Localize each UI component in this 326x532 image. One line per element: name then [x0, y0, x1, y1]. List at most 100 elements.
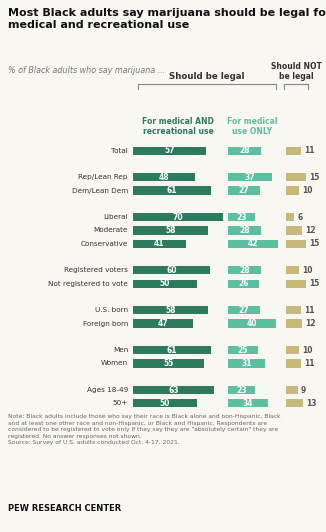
Bar — [228, 173, 272, 181]
Bar — [228, 359, 265, 368]
Bar — [286, 359, 301, 368]
Text: 48: 48 — [158, 173, 169, 182]
Text: Should be legal: Should be legal — [169, 72, 245, 81]
Text: 11: 11 — [304, 306, 314, 315]
Bar — [228, 399, 269, 408]
Text: 11: 11 — [304, 359, 314, 368]
Text: 28: 28 — [239, 226, 250, 235]
Text: 37: 37 — [245, 173, 255, 182]
Bar — [228, 239, 278, 248]
Text: 10: 10 — [302, 186, 313, 195]
Text: Foreign born: Foreign born — [82, 321, 128, 327]
Text: Conservative: Conservative — [81, 241, 128, 247]
Text: Total: Total — [111, 148, 128, 154]
Text: 11: 11 — [304, 146, 314, 155]
Text: 60: 60 — [166, 266, 177, 275]
Text: Rep/Lean Rep: Rep/Lean Rep — [79, 174, 128, 180]
Bar — [286, 239, 306, 248]
Bar — [286, 146, 301, 155]
Text: 50+: 50+ — [112, 401, 128, 406]
Bar — [133, 239, 186, 248]
Bar — [133, 319, 193, 328]
Text: 58: 58 — [165, 226, 175, 235]
Text: Moderate: Moderate — [94, 228, 128, 234]
Bar — [133, 306, 208, 314]
Text: 40: 40 — [246, 319, 257, 328]
Text: Should NOT
be legal: Should NOT be legal — [271, 62, 321, 81]
Text: Note: Black adults include those who say their race is Black alone and non-Hispa: Note: Black adults include those who say… — [8, 414, 281, 445]
Text: 50: 50 — [160, 279, 170, 288]
Text: 15: 15 — [309, 239, 319, 248]
Bar — [133, 279, 197, 288]
Text: 58: 58 — [165, 306, 175, 315]
Bar — [228, 346, 258, 354]
Text: 57: 57 — [164, 146, 175, 155]
Text: U.S. born: U.S. born — [95, 307, 128, 313]
Text: 61: 61 — [167, 186, 177, 195]
Text: 61: 61 — [167, 346, 177, 355]
Bar — [228, 266, 261, 275]
Bar — [133, 359, 204, 368]
Bar — [286, 186, 299, 195]
Text: 47: 47 — [158, 319, 169, 328]
Text: 27: 27 — [239, 306, 249, 315]
Text: Liberal: Liberal — [103, 214, 128, 220]
Bar — [286, 306, 301, 314]
Bar — [286, 173, 306, 181]
Text: 13: 13 — [306, 399, 317, 408]
Text: 9: 9 — [301, 386, 306, 395]
Text: 70: 70 — [173, 213, 183, 222]
Text: For medical AND
recreational use: For medical AND recreational use — [142, 117, 214, 136]
Bar — [286, 279, 306, 288]
Bar — [133, 386, 214, 394]
Bar — [228, 319, 275, 328]
Text: 41: 41 — [154, 239, 165, 248]
Bar — [133, 146, 206, 155]
Text: 34: 34 — [243, 399, 254, 408]
Bar — [133, 186, 212, 195]
Text: 28: 28 — [239, 266, 250, 275]
Text: Registered voters: Registered voters — [64, 268, 128, 273]
Text: 31: 31 — [241, 359, 252, 368]
Bar — [228, 386, 255, 394]
Text: 15: 15 — [309, 279, 319, 288]
Text: Dem/Lean Dem: Dem/Lean Dem — [72, 188, 128, 194]
Text: 50: 50 — [160, 399, 170, 408]
Text: 23: 23 — [236, 386, 247, 395]
Text: 6: 6 — [297, 213, 302, 222]
Bar — [286, 319, 302, 328]
Bar — [228, 306, 260, 314]
Text: 28: 28 — [239, 146, 250, 155]
Text: 10: 10 — [302, 266, 313, 275]
Text: 27: 27 — [239, 186, 249, 195]
Bar — [286, 213, 294, 221]
Bar — [133, 173, 195, 181]
Text: % of Black adults who say marijuana ...: % of Black adults who say marijuana ... — [8, 66, 165, 75]
Bar — [286, 386, 298, 394]
Text: 12: 12 — [305, 226, 316, 235]
Bar — [228, 226, 261, 235]
Text: 26: 26 — [238, 279, 249, 288]
Text: 63: 63 — [168, 386, 179, 395]
Bar — [133, 399, 197, 408]
Bar — [228, 279, 259, 288]
Text: For medical
use ONLY: For medical use ONLY — [227, 117, 277, 136]
Text: 12: 12 — [305, 319, 316, 328]
Bar — [286, 399, 303, 408]
Bar — [133, 213, 223, 221]
Text: 42: 42 — [248, 239, 258, 248]
Bar — [286, 226, 302, 235]
Text: Women: Women — [101, 361, 128, 367]
Text: 23: 23 — [236, 213, 247, 222]
Bar — [133, 226, 208, 235]
Bar — [228, 186, 260, 195]
Text: 55: 55 — [163, 359, 173, 368]
Text: PEW RESEARCH CENTER: PEW RESEARCH CENTER — [8, 504, 121, 513]
Bar — [133, 266, 210, 275]
Text: 25: 25 — [238, 346, 248, 355]
Bar — [228, 213, 255, 221]
Text: Not registered to vote: Not registered to vote — [48, 281, 128, 287]
Text: Most Black adults say marijuana should be legal for
medical and recreational use: Most Black adults say marijuana should b… — [8, 8, 326, 30]
Text: 10: 10 — [302, 346, 313, 355]
Bar — [286, 346, 299, 354]
